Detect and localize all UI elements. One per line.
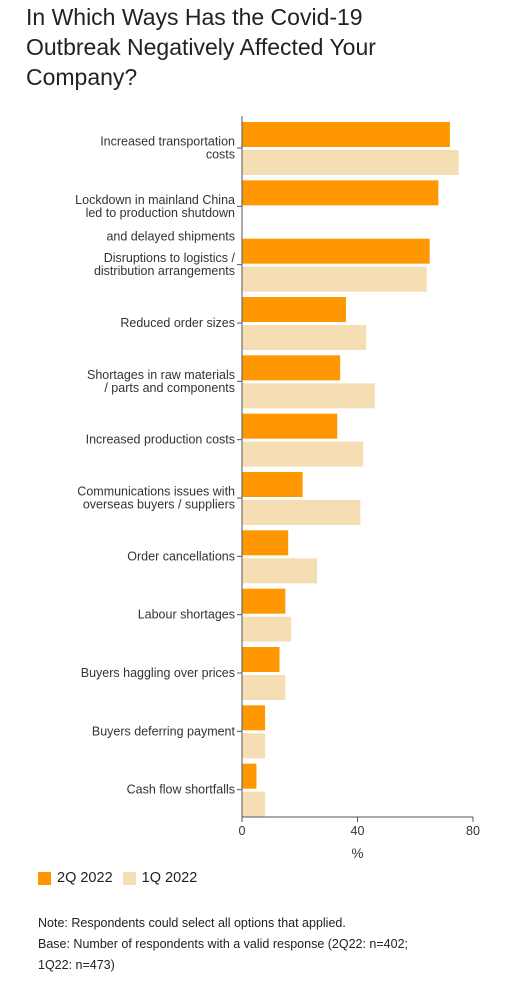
category-label: Buyers haggling over prices	[81, 666, 235, 680]
category-label: Reduced order sizes	[120, 316, 235, 330]
category-label: Cash flow shortfalls	[127, 783, 235, 797]
legend-item-2q-2022: 2Q 2022	[38, 870, 113, 886]
bar-2q-2022	[242, 180, 439, 206]
category-label: Lockdown in mainland China	[75, 193, 235, 207]
bar-1q-2022	[242, 616, 292, 642]
category-label: Shortages in raw materials	[87, 368, 235, 382]
bar-2q-2022	[242, 297, 346, 322]
category-label: Buyers deferring payment	[92, 724, 236, 738]
bar-1q-2022	[242, 733, 266, 759]
bar-2q-2022	[242, 705, 266, 731]
chart-notes: Note: Respondents could select all optio…	[38, 913, 498, 976]
bar-2q-2022	[242, 122, 450, 147]
category-label: led to production shutdown	[86, 206, 235, 220]
legend-item-1q-2022: 1Q 2022	[122, 870, 198, 886]
bar-1q-2022	[242, 675, 286, 700]
bar-2q-2022	[242, 413, 338, 439]
chart-legend: 2Q 2022 1Q 2022	[38, 870, 207, 886]
chart-title-line: In Which Ways Has the Covid-19	[26, 4, 363, 30]
bar-1q-2022	[242, 500, 361, 525]
category-label: overseas buyers / suppliers	[83, 498, 235, 512]
bar-2q-2022	[242, 355, 341, 381]
legend-swatch-1q-2022	[122, 871, 136, 885]
legend-label: 2Q 2022	[57, 870, 113, 886]
category-label: costs	[206, 148, 235, 162]
chart-title-line: Company?	[26, 64, 138, 90]
note-line: 1Q22: n=473)	[38, 958, 115, 972]
bar-1q-2022	[242, 266, 427, 292]
bar-2q-2022	[242, 763, 257, 789]
bar-1q-2022	[242, 150, 459, 175]
category-label: Order cancellations	[127, 549, 235, 563]
bar-1q-2022	[242, 558, 318, 584]
bar-1q-2022	[242, 791, 266, 817]
bar-1q-2022	[242, 383, 375, 409]
bar-2q-2022	[242, 647, 280, 672]
legend-label: 1Q 2022	[141, 870, 198, 886]
category-label: Increased transportation	[100, 135, 235, 149]
category-label: Communications issues with	[77, 485, 235, 499]
category-label: and delayed shipments	[106, 229, 235, 243]
category-label: Increased production costs	[86, 433, 235, 447]
chart-title-line: Outbreak Negatively Affected Your	[26, 34, 376, 60]
note-line: Note: Respondents could select all optio…	[38, 916, 346, 930]
category-label: distribution arrangements	[94, 264, 235, 278]
bar-2q-2022	[242, 588, 286, 614]
category-label: Labour shortages	[138, 608, 235, 622]
category-label: Disruptions to logistics /	[104, 251, 236, 265]
bar-1q-2022	[242, 325, 367, 350]
x-axis-label: %	[351, 846, 363, 861]
category-label: / parts and components	[104, 381, 235, 395]
bar-2q-2022	[242, 530, 289, 556]
x-tick-label: 80	[466, 824, 480, 838]
bar-2q-2022	[242, 472, 303, 497]
chart-title: In Which Ways Has the Covid-19 Outbreak …	[26, 2, 496, 92]
x-tick-label: 0	[239, 824, 246, 838]
x-tick-label: 40	[351, 824, 365, 838]
bar-1q-2022	[242, 441, 364, 467]
note-line: Base: Number of respondents with a valid…	[38, 937, 409, 951]
legend-swatch-2q-2022	[38, 871, 51, 885]
bar-2q-2022	[242, 238, 430, 264]
